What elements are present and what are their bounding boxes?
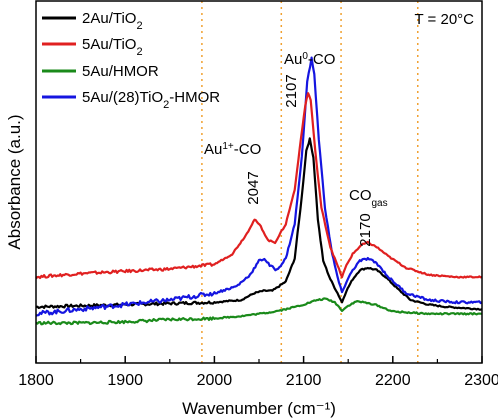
legend-label-5au-hmor: 5Au/HMOR xyxy=(82,63,159,80)
series-line-2au-tio2 xyxy=(35,137,483,311)
series-line-5au-hmor xyxy=(35,297,483,326)
legend: 2Au/TiO2 5Au/TiO2 5Au/HMOR 5Au/(28)TiO2-… xyxy=(42,10,220,111)
x-tick-label-1800: 1800 xyxy=(18,372,54,389)
series-line-5au-tio2 xyxy=(35,92,483,280)
legend-label-5au-tio2: 5Au/TiO2 xyxy=(82,36,143,58)
x-tick-label-2000: 2000 xyxy=(197,372,233,389)
series-line-5au-28-tio2-hmor xyxy=(35,56,483,317)
legend-label-5au-28tio2-hmor: 5Au/(28)TiO2-HMOR xyxy=(82,89,220,111)
x-tick-label-2300: 2300 xyxy=(464,372,498,389)
annotation-co-gas: COgas xyxy=(349,187,388,209)
peak-label-2047: 2047 xyxy=(245,171,262,204)
peak-label-2170: 2170 xyxy=(357,213,374,246)
x-tick-label-2100: 2100 xyxy=(286,372,322,389)
annotation-au1plus-co: Au1+-CO xyxy=(204,141,261,159)
peak-label-2107: 2107 xyxy=(283,74,300,107)
x-axis-ticks: 1800 1900 2000 2100 2200 2300 xyxy=(18,356,498,389)
temperature-label: T = 20°C xyxy=(414,11,474,28)
y-axis-title: Absorbance (a.u.) xyxy=(5,114,24,249)
annotation-au0-co: Au0-CO xyxy=(284,51,335,69)
series-layer xyxy=(35,56,483,326)
x-axis-title: Wavenumber (cm⁻¹) xyxy=(182,399,336,418)
x-tick-label-2200: 2200 xyxy=(375,372,411,389)
x-tick-label-1900: 1900 xyxy=(107,372,143,389)
legend-label-2au-tio2: 2Au/TiO2 xyxy=(82,10,143,32)
